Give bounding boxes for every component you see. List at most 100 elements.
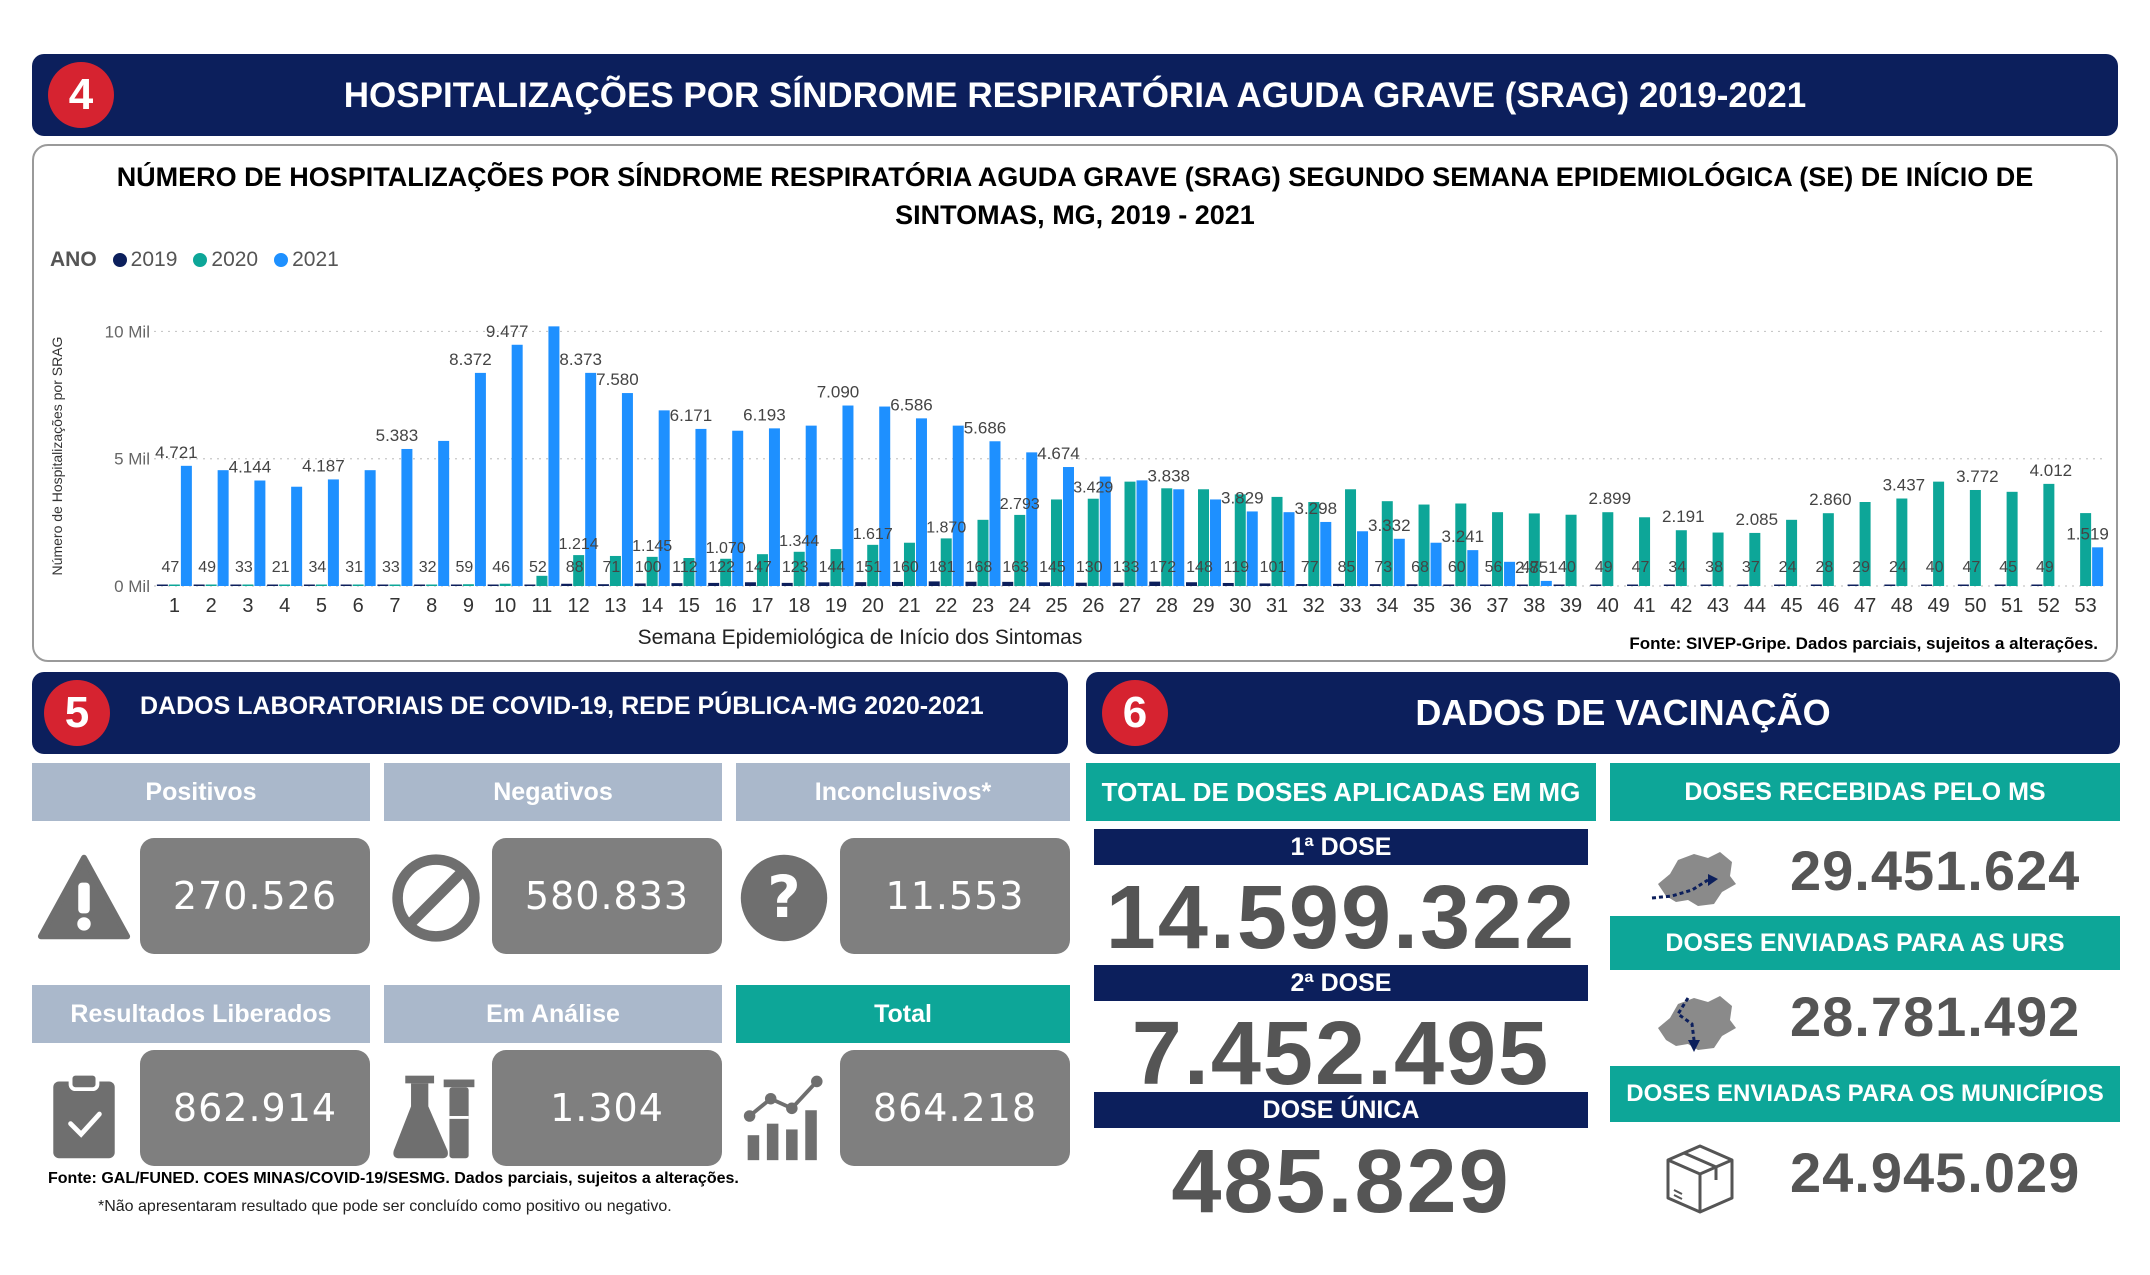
chart-legend: ANO 2019 2020 2021: [50, 248, 345, 272]
data-label-2019: 47: [1962, 559, 1980, 576]
data-label-2019: 24: [1779, 559, 1797, 576]
x-tick-label: 5: [316, 595, 327, 617]
bar-2019-se25: [1038, 582, 1050, 586]
bar-2021-se38: [1540, 580, 1552, 586]
x-tick-label: 9: [463, 595, 474, 617]
bar-2019-se30: [1222, 582, 1234, 586]
inconclusivos-header: Inconclusivos*: [736, 763, 1070, 821]
bar-2019-se12: [561, 583, 573, 586]
data-label-2019: 21: [272, 559, 290, 576]
x-tick-label: 46: [1817, 595, 1839, 617]
legend-label: 2019: [130, 248, 178, 271]
x-tick-label: 52: [2038, 595, 2060, 617]
inconclusivos-value: 11.553: [840, 838, 1070, 954]
data-label-2021: 6.193: [743, 405, 786, 424]
data-label-2019: 32: [419, 559, 437, 576]
data-label-2019: 85: [1338, 559, 1356, 576]
bar-2020-se14: [646, 556, 658, 586]
bar-2021-se14: [658, 410, 670, 586]
data-label-2021: 2.851: [1515, 558, 1558, 577]
data-label-2021: 8.373: [559, 350, 602, 369]
doses-recebidas-value: 29.451.624: [1790, 839, 2081, 902]
bar-2020-se48: [1896, 498, 1908, 586]
bar-2020-se3: [242, 584, 254, 586]
bar-2019-se3: [230, 584, 242, 586]
doses-aplicadas-header: TOTAL DE DOSES APLICADAS EM MG: [1086, 763, 1596, 821]
section-number-badge: 4: [48, 62, 114, 128]
analise-header: Em Análise: [384, 985, 722, 1043]
bar-2020-se18: [793, 551, 805, 586]
bar-2019-se31: [1259, 583, 1271, 586]
bar-2021-se9: [474, 372, 486, 586]
bar-2020-se30: [1234, 494, 1246, 586]
data-label-2019: 130: [1076, 559, 1103, 576]
legend-item-2020[interactable]: 2020: [193, 248, 258, 272]
data-label-2021: 4.187: [302, 456, 345, 475]
bar-2021-se34: [1393, 538, 1405, 586]
package-box-icon: [1666, 1144, 1734, 1214]
bar-2020-se26: [1087, 498, 1099, 586]
legend-swatch: [112, 253, 127, 267]
bar-2021-se23: [989, 441, 1001, 586]
bar-2021-se27: [1136, 480, 1148, 586]
bar-2021-se30: [1246, 511, 1258, 586]
x-tick-label: 16: [715, 595, 737, 617]
x-tick-label: 32: [1303, 595, 1325, 617]
liberados-value: 862.914: [140, 1050, 370, 1166]
bar-2020-se46: [1822, 513, 1834, 586]
data-label-2021: 2.191: [1662, 507, 1705, 526]
bar-2020-se35: [1418, 504, 1430, 586]
data-label-2019: 28: [1815, 559, 1833, 576]
dose2-label: 2ª DOSE: [1094, 965, 1588, 1001]
data-label-2021: 3.772: [1956, 467, 1999, 486]
x-tick-label: 11: [532, 595, 553, 617]
bar-2020-se25: [1050, 499, 1062, 586]
bar-2019-se9: [450, 584, 462, 586]
legend-item-2021[interactable]: 2021: [274, 248, 339, 272]
doses-urs-value: 28.781.492: [1790, 985, 2081, 1048]
data-label-2019: 101: [1260, 559, 1287, 576]
x-tick-label: 15: [678, 595, 700, 617]
bar-2020-se29: [1198, 489, 1210, 586]
data-label-2019: 71: [603, 559, 621, 576]
bar-2019-se8: [414, 584, 426, 586]
x-tick-label: 24: [1009, 595, 1031, 617]
data-label-2020: 1.344: [779, 533, 819, 550]
data-label-2019: 49: [2036, 559, 2054, 576]
bar-2020-se24: [1014, 514, 1026, 586]
data-label-2019: 145: [1039, 559, 1066, 576]
x-tick-label: 4: [279, 595, 290, 617]
data-label-2019: 59: [456, 559, 474, 576]
bar-2019-se36: [1443, 584, 1455, 586]
x-tick-label: 13: [604, 595, 626, 617]
bar-2019-se44: [1737, 584, 1749, 586]
data-label-2021: 2.899: [1589, 489, 1632, 508]
bar-2019-se40: [1590, 584, 1602, 586]
x-tick-label: 21: [898, 595, 920, 617]
bar-2020-se51: [2006, 491, 2018, 586]
x-tick-label: 34: [1376, 595, 1398, 617]
legend-item-2019[interactable]: 2019: [112, 248, 178, 272]
bar-2019-se17: [744, 582, 756, 586]
bar-2020-se53: [2080, 513, 2092, 586]
data-label-2019: 31: [345, 559, 363, 576]
chart-source: Fonte: SIVEP-Gripe. Dados parciais, suje…: [1629, 634, 2098, 653]
data-label-2021: 7.580: [596, 370, 639, 389]
bar-2021-se13: [621, 393, 633, 586]
total-header: Total: [736, 985, 1070, 1043]
data-label-2020: 1.617: [853, 526, 893, 543]
x-tick-label: 45: [1780, 595, 1802, 617]
x-axis-title: Semana Epidemiológica de Início dos Sint…: [638, 626, 1083, 649]
bar-2019-se20: [855, 582, 867, 586]
liberados-header: Resultados Liberados: [32, 985, 370, 1043]
data-label-2021: 4.012: [2030, 461, 2073, 480]
bar-2021-se22: [952, 425, 964, 586]
chart-title: NÚMERO DE HOSPITALIZAÇÕES POR SÍNDROME R…: [116, 162, 2034, 230]
bar-2019-se21: [891, 581, 903, 586]
data-label-2019: 88: [566, 559, 584, 576]
bar-2019-se10: [487, 584, 499, 586]
data-label-2021: 8.372: [449, 350, 492, 369]
bar-2020-se37: [1492, 512, 1504, 586]
bar-2020-se49: [1933, 481, 1945, 586]
x-tick-label: 23: [972, 595, 994, 617]
